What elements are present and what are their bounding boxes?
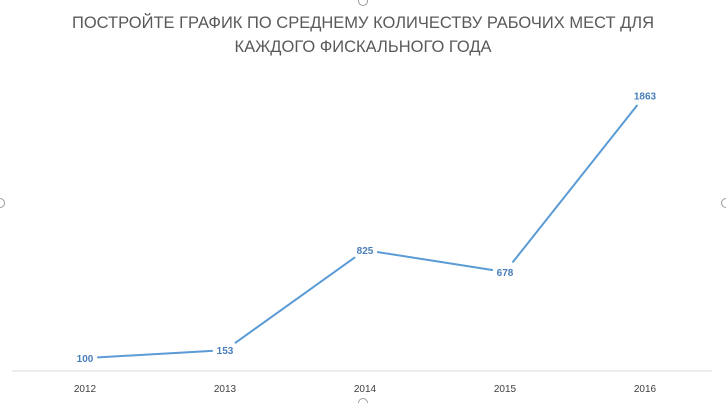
- series-line-segment: [512, 104, 638, 263]
- data-label: 678: [497, 268, 514, 279]
- plot-area: 2012 2013 2014 2015 2016 100 153 825 678 1863: [74, 91, 657, 395]
- bottom-resize-handle[interactable]: [358, 398, 368, 403]
- series-line-segment: [234, 256, 356, 344]
- series-line-segment: [376, 251, 494, 271]
- top-resize-handle[interactable]: [358, 0, 368, 6]
- chart-title-line-2: КАЖДОГО ФИСКАЛЬНОГО ГОДА: [234, 38, 491, 56]
- x-tick-label: 2012: [74, 384, 97, 395]
- chart-title-line-1: ПОСТРОЙТЕ ГРАФИК ПО СРЕДНЕМУ КОЛИЧЕСТВУ …: [72, 13, 654, 32]
- data-label: 1863: [634, 91, 657, 102]
- series-line-segment: [96, 349, 214, 359]
- x-tick-label: 2016: [634, 384, 657, 395]
- data-label: 825: [357, 246, 374, 257]
- x-tick-label: 2014: [354, 384, 377, 395]
- data-label: 100: [77, 354, 94, 365]
- left-resize-handle[interactable]: [0, 198, 5, 208]
- data-label: 153: [217, 346, 234, 357]
- x-tick-label: 2013: [214, 384, 237, 395]
- right-resize-handle[interactable]: [721, 198, 726, 208]
- x-tick-label: 2015: [494, 384, 517, 395]
